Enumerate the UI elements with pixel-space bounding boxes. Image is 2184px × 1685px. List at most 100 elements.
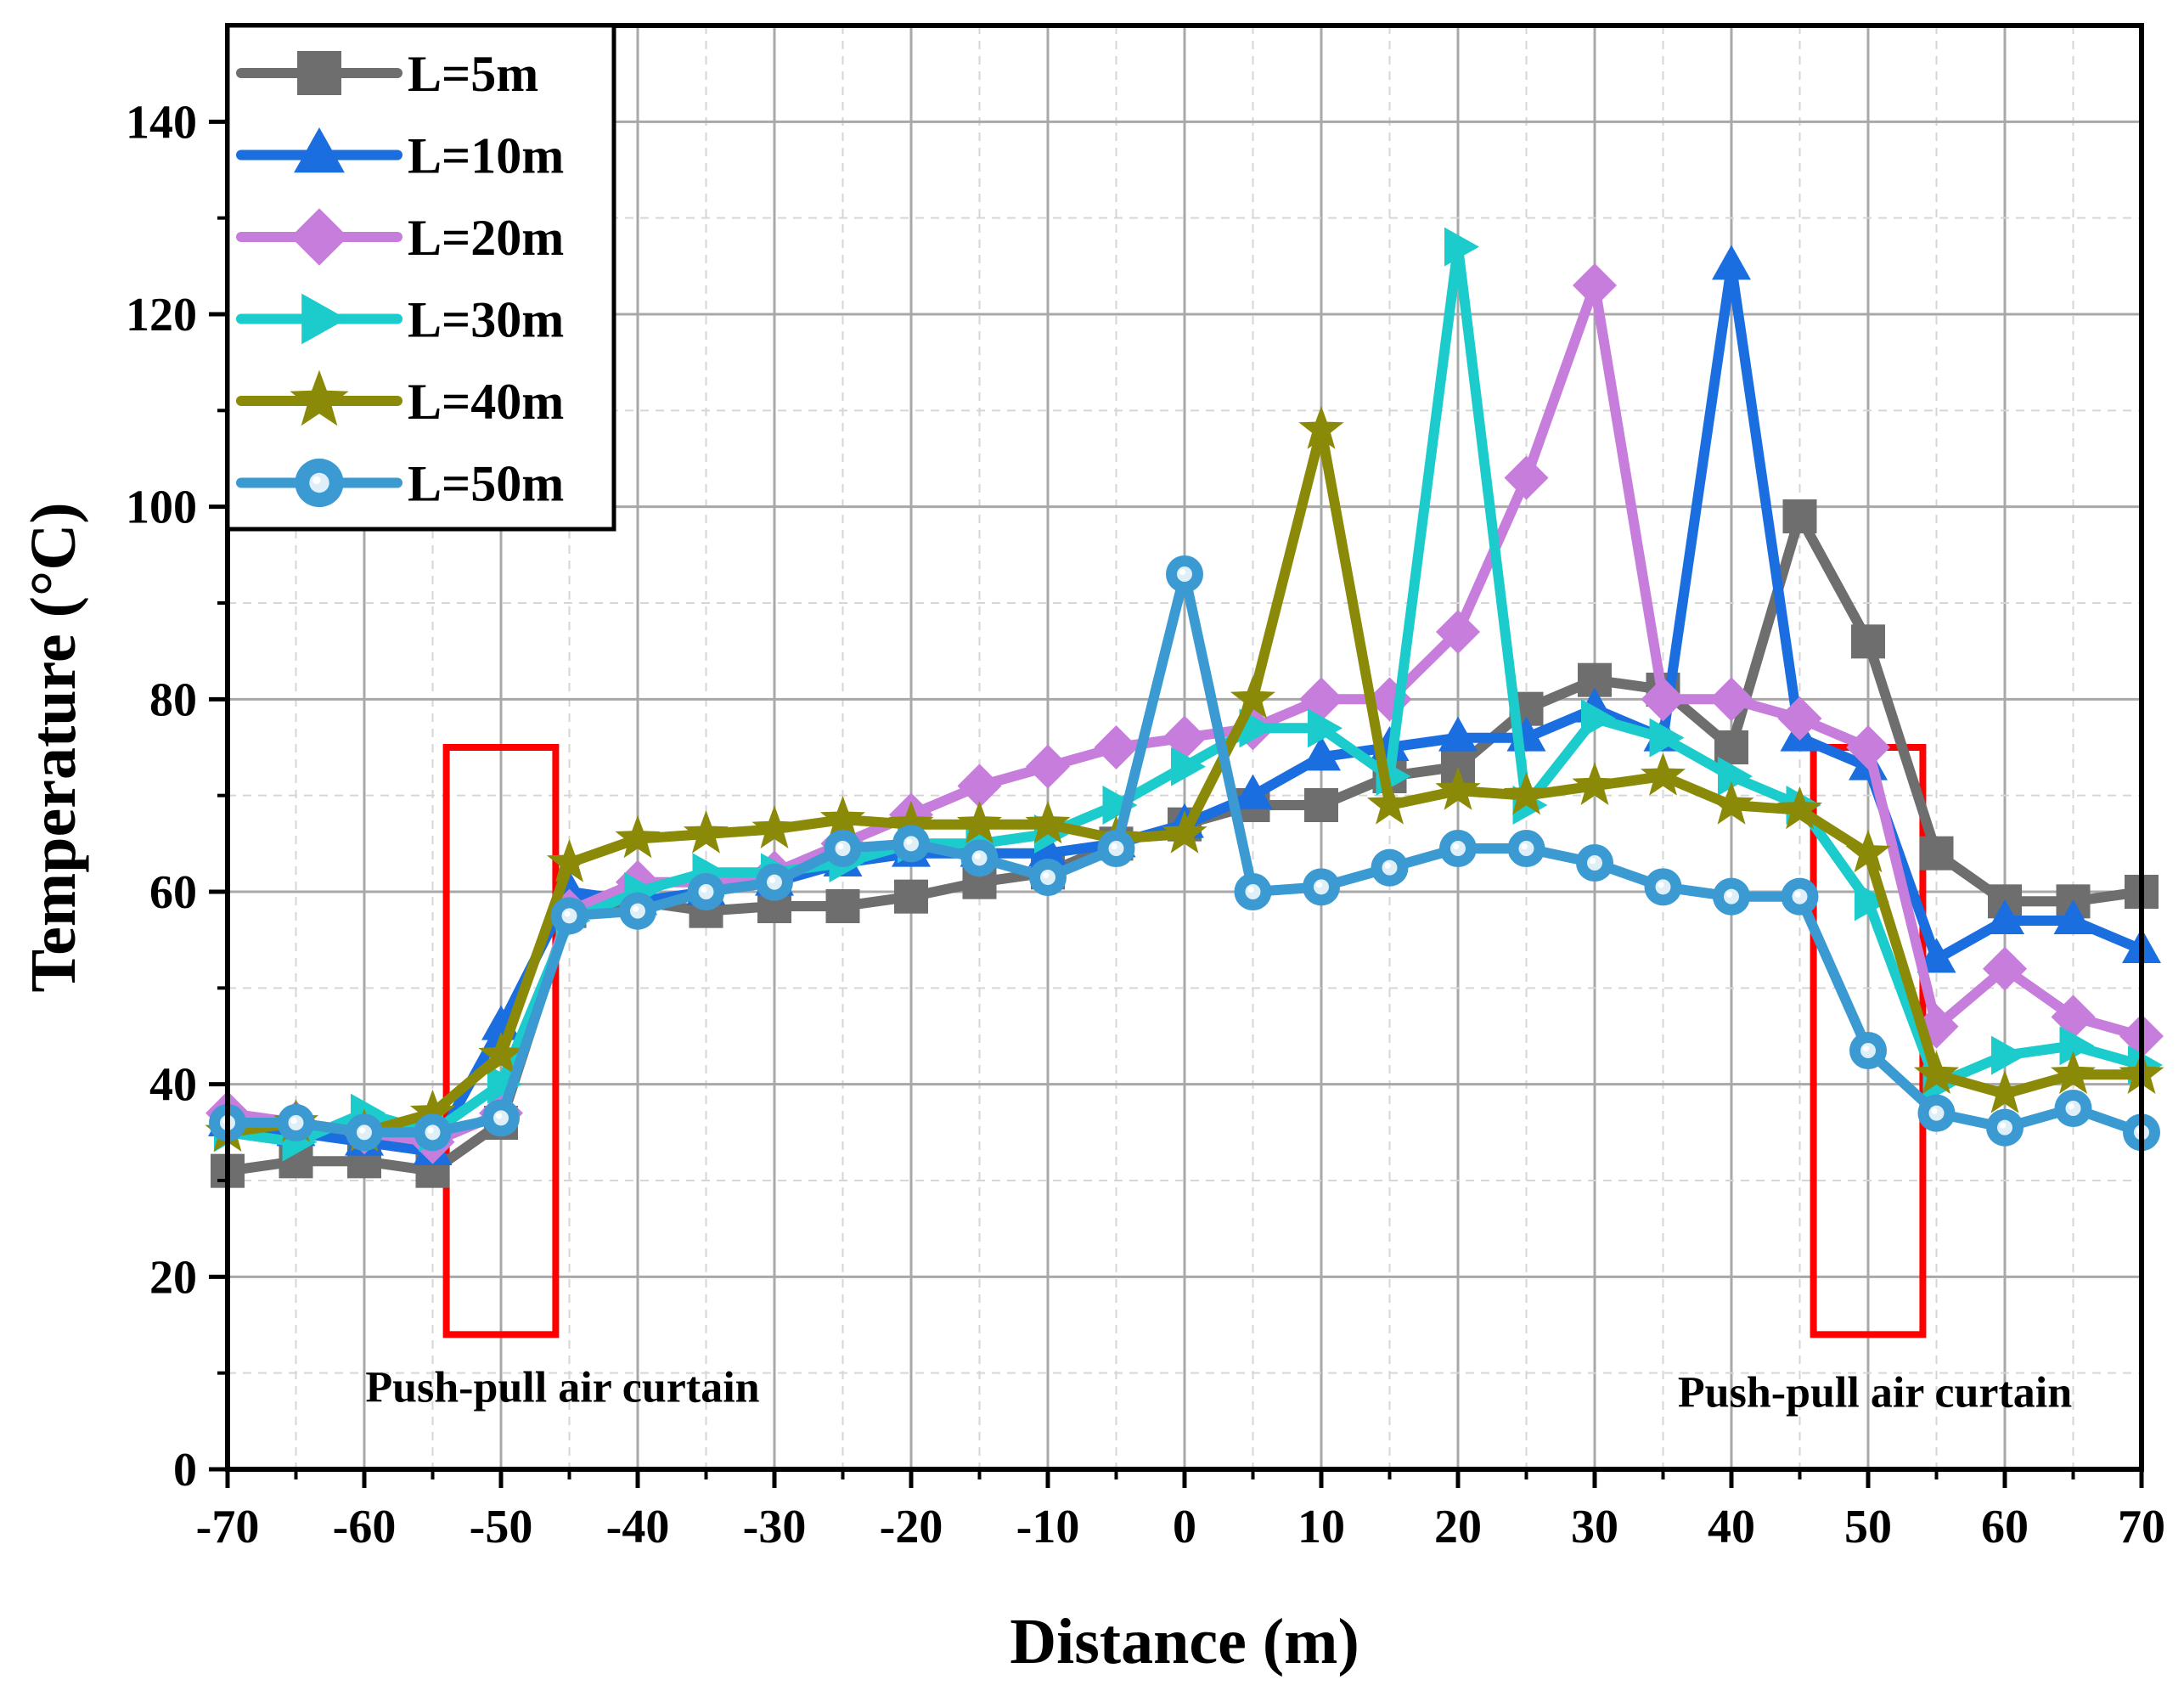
marker-triangle — [1233, 774, 1273, 809]
ticks — [209, 119, 2144, 1488]
y-tick-label: 120 — [126, 289, 197, 341]
marker-square — [1919, 836, 1954, 871]
marker-circle-spot — [1179, 569, 1186, 576]
marker-diamond — [1846, 725, 1890, 769]
marker-triangle-right — [487, 1064, 522, 1104]
marker-diamond — [1641, 677, 1686, 722]
marker-star — [1025, 800, 1071, 844]
x-tick-label: 10 — [1297, 1501, 1345, 1553]
marker-circle-spot — [1590, 858, 1596, 865]
annotation-label-right: Push-pull air curtain — [1678, 1368, 2072, 1417]
marker-star — [1572, 762, 1618, 805]
marker-triangle-right — [1991, 1035, 2026, 1075]
marker-diamond — [1983, 946, 2027, 991]
marker-star — [683, 810, 729, 854]
marker-star — [1162, 810, 1207, 854]
marker-triangle — [1917, 938, 1956, 973]
marker-circle-spot — [1658, 882, 1664, 888]
x-tick-label: -10 — [1016, 1501, 1080, 1553]
marker-triangle-right — [1444, 227, 1479, 267]
marker-star — [956, 800, 1003, 844]
marker-star — [1230, 675, 1276, 719]
marker-star — [888, 800, 934, 844]
marker-circle-spot — [1247, 887, 1254, 893]
marker-star — [1982, 1070, 2028, 1113]
marker-circle-spot — [1521, 843, 1528, 850]
legend-entry-L=30m: L=30m — [236, 292, 564, 348]
legend-label: L=20m — [408, 210, 564, 266]
marker-circle-spot — [1043, 872, 1050, 879]
x-tick-label: 70 — [2118, 1501, 2165, 1553]
legend-entry-L=20m: L=20m — [236, 208, 564, 266]
marker-circle-spot — [1316, 882, 1323, 888]
marker-square — [1782, 499, 1817, 533]
marker-circle-spot — [1863, 1045, 1870, 1052]
legend-label: L=40m — [408, 374, 564, 430]
x-tick-label: 50 — [1844, 1501, 1892, 1553]
x-tick-label: -70 — [196, 1501, 260, 1553]
x-axis-title: Distance (m) — [1010, 1606, 1359, 1677]
annotation-box-left — [442, 744, 560, 1338]
marker-triangle-right — [1718, 757, 1753, 796]
marker-star — [1913, 1051, 1960, 1094]
legend: L=5m L=10m L=20m L=30m L=40m L=50m — [225, 23, 616, 532]
marker-star — [1845, 829, 1891, 873]
marker-diamond — [1777, 696, 1822, 741]
x-tick-label: -40 — [606, 1501, 670, 1553]
legend-entry-L=40m: L=40m — [236, 369, 564, 430]
x-tick-label: -50 — [470, 1501, 533, 1553]
y-tick-label: 100 — [126, 482, 197, 534]
x-tick-label: 0 — [1173, 1501, 1196, 1553]
marker-circle-spot — [312, 476, 321, 485]
marker-triangle-right — [1171, 747, 1206, 786]
marker-square — [1304, 788, 1338, 822]
legend-label: L=5m — [408, 46, 538, 102]
marker-star — [290, 369, 349, 426]
legend-entry-L=5m: L=5m — [236, 46, 538, 102]
marker-star — [546, 839, 593, 882]
marker-circle-spot — [906, 838, 913, 845]
marker-star — [1366, 781, 1413, 825]
marker-star — [615, 814, 661, 859]
marker-triangle-right — [1649, 718, 1685, 758]
marker-circle-spot — [290, 1118, 297, 1124]
marker-diamond — [1573, 263, 1617, 307]
marker-triangle — [1302, 735, 1341, 771]
y-tick-label: 0 — [173, 1444, 197, 1496]
marker-star — [751, 805, 797, 848]
marker-circle-spot — [427, 1127, 434, 1134]
marker-triangle — [1438, 716, 1478, 752]
y-tick-label: 60 — [149, 866, 197, 919]
marker-circle-spot — [974, 853, 981, 859]
marker-triangle-right — [1855, 882, 1889, 921]
marker-star — [1640, 752, 1686, 796]
marker-diamond — [1436, 610, 1480, 654]
x-tick-label: 20 — [1434, 1501, 1482, 1553]
marker-circle-spot — [837, 843, 844, 850]
legend-box — [225, 23, 616, 532]
marker-star — [1776, 786, 1823, 830]
legend-entries: L=5m L=10m L=20m L=30m L=40m L=50m — [236, 46, 564, 512]
marker-circle-spot — [1111, 843, 1117, 850]
marker-circle-spot — [564, 910, 571, 917]
marker-diamond — [1026, 744, 1070, 789]
marker-triangle-right — [1581, 699, 1616, 738]
marker-diamond — [290, 208, 348, 266]
marker-star — [1503, 771, 1550, 815]
tick-labels: -70 -60 -50 -40 -30 -20 -10 0 10 20 30 40 50 60 70 0 20 4… — [126, 96, 2165, 1553]
marker-circle-spot — [1794, 891, 1801, 898]
y-tick-label: 40 — [149, 1059, 197, 1112]
marker-circle-spot — [1384, 862, 1391, 869]
series-L=50m — [209, 555, 2160, 1152]
marker-square — [1851, 624, 1885, 659]
marker-triangle-right — [1308, 708, 1342, 748]
marker-star — [409, 1089, 456, 1133]
x-tick-label: 40 — [1708, 1501, 1755, 1553]
marker-triangle — [1985, 899, 2024, 934]
marker-circle-spot — [359, 1127, 366, 1134]
marker-triangle-right — [2059, 1026, 2095, 1066]
series-layer — [205, 227, 2164, 1188]
legend-label: L=30m — [408, 292, 564, 348]
marker-circle-spot — [2000, 1122, 2007, 1129]
marker-square — [894, 879, 928, 914]
